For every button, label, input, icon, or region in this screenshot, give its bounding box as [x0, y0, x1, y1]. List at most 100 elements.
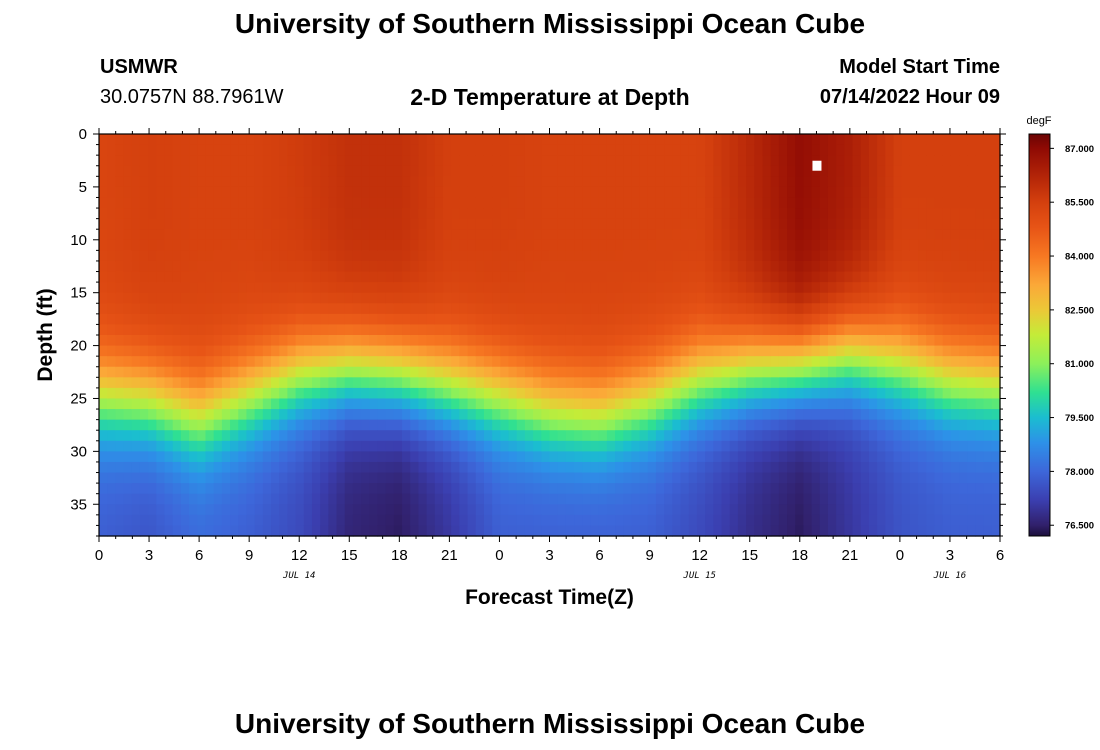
heatmap-cell — [451, 313, 460, 326]
heatmap-cell — [631, 419, 641, 431]
heatmap-cell — [418, 186, 428, 199]
heatmap-cell — [238, 324, 248, 336]
heatmap-cell — [959, 345, 968, 357]
heatmap-cell — [434, 483, 444, 495]
heatmap-cell — [721, 282, 731, 294]
heatmap-cell — [762, 176, 772, 188]
heatmap-cell — [705, 356, 714, 368]
heatmap-cell — [746, 483, 755, 495]
heatmap-cell — [369, 430, 379, 442]
heatmap-cell — [172, 260, 182, 273]
heatmap-cell — [778, 186, 788, 199]
heatmap-cell — [664, 229, 673, 241]
heatmap-cell — [844, 313, 854, 326]
heatmap-cell — [762, 144, 772, 156]
heatmap-cell — [827, 239, 837, 251]
heatmap-cell — [664, 292, 673, 304]
heatmap-cell — [172, 292, 182, 304]
heatmap-cell — [189, 461, 198, 474]
heatmap-cell — [672, 208, 682, 220]
heatmap-cell — [991, 229, 1001, 241]
heatmap-cell — [950, 356, 960, 368]
heatmap-cell — [778, 398, 788, 410]
heatmap-cell — [549, 345, 559, 357]
heatmap-cell — [459, 197, 469, 209]
heatmap-cell — [287, 292, 297, 304]
heatmap-cell — [156, 504, 166, 516]
heatmap-cell — [443, 335, 452, 347]
heatmap-cell — [893, 525, 903, 537]
heatmap-cell — [467, 419, 477, 431]
heatmap-cell — [475, 514, 485, 527]
heatmap-cell — [909, 366, 919, 378]
heatmap-cell — [508, 218, 518, 230]
heatmap-cell — [868, 440, 878, 452]
heatmap-cell — [811, 493, 821, 505]
heatmap-cell — [434, 239, 444, 251]
heatmap-cell — [787, 345, 796, 357]
heatmap-cell — [213, 377, 223, 389]
heatmap-cell — [615, 345, 624, 357]
heatmap-cell — [541, 483, 551, 495]
heatmap-cell — [746, 165, 755, 177]
heatmap-cell — [942, 271, 952, 283]
heatmap-cell — [328, 197, 338, 209]
heatmap-cell — [410, 461, 420, 474]
heatmap-cell — [655, 525, 665, 537]
heatmap-cell — [623, 229, 633, 241]
heatmap-cell — [344, 440, 354, 452]
heatmap-cell — [639, 419, 649, 431]
heatmap-cell — [123, 155, 133, 167]
heatmap-cell — [557, 377, 567, 389]
heatmap-cell — [385, 335, 395, 347]
heatmap-cell — [590, 176, 600, 188]
heatmap-cell — [942, 197, 952, 209]
heatmap-cell — [451, 197, 460, 209]
heatmap-cell — [369, 218, 379, 230]
heatmap-cell — [148, 493, 157, 505]
heatmap-cell — [574, 377, 583, 389]
heatmap-cell — [172, 451, 182, 463]
heatmap-cell — [778, 260, 788, 273]
heatmap-cell — [115, 144, 125, 156]
heatmap-cell — [787, 144, 796, 156]
heatmap-cell — [655, 155, 665, 167]
heatmap-cell — [950, 493, 960, 505]
heatmap-cell — [549, 260, 559, 273]
heatmap-cell — [295, 504, 305, 516]
heatmap-cell — [655, 292, 665, 304]
heatmap-cell — [860, 176, 870, 188]
heatmap-cell — [492, 271, 501, 283]
heatmap-cell — [557, 144, 567, 156]
x-tick-label: 6 — [595, 547, 603, 564]
heatmap-cell — [967, 134, 977, 146]
heatmap-cell — [655, 483, 665, 495]
heatmap-cell — [508, 239, 518, 251]
heatmap-cell — [443, 271, 452, 283]
heatmap-cell — [852, 292, 862, 304]
heatmap-cell — [950, 430, 960, 442]
heatmap-cell — [221, 313, 231, 326]
heatmap-cell — [606, 483, 616, 495]
heatmap-cell — [287, 271, 297, 283]
heatmap-cell — [672, 366, 682, 378]
heatmap-cell — [123, 282, 133, 294]
heatmap-cell — [877, 419, 886, 431]
heatmap-cell — [320, 155, 329, 167]
heatmap-cell — [385, 260, 395, 273]
heatmap-cell — [271, 398, 280, 410]
heatmap-cell — [574, 387, 583, 400]
heatmap-cell — [664, 377, 673, 389]
heatmap-cell — [99, 292, 108, 304]
heatmap-cell — [123, 493, 133, 505]
heatmap-cell — [361, 335, 370, 347]
heatmap-cell — [328, 483, 338, 495]
heatmap-cell — [377, 461, 387, 474]
heatmap-cell — [99, 451, 108, 463]
heatmap-cell — [615, 324, 624, 336]
heatmap-cell — [664, 144, 673, 156]
heatmap-cell — [696, 282, 706, 294]
heatmap-cell — [410, 493, 420, 505]
heatmap-cell — [369, 366, 379, 378]
heatmap-cell — [148, 356, 157, 368]
